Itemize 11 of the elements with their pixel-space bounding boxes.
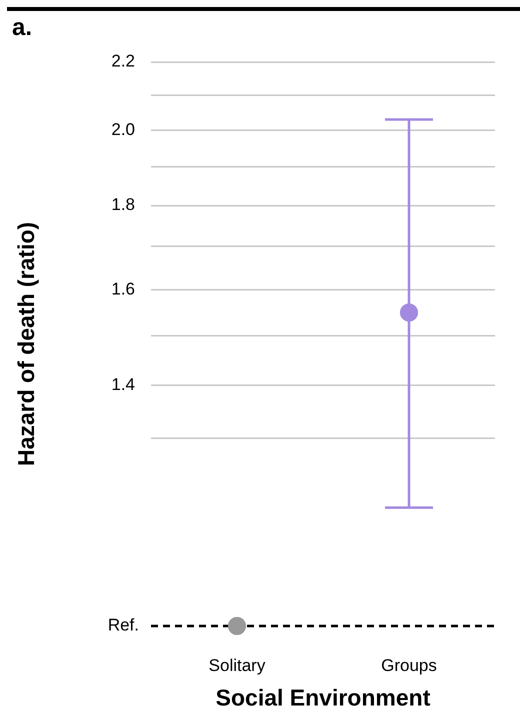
y-tick-label: 2.2 xyxy=(111,52,135,71)
x-tick-label: Solitary xyxy=(208,656,266,675)
x-tick-label: Groups xyxy=(381,656,437,675)
y-tick-label: 1.8 xyxy=(111,195,135,214)
y-axis-title: Hazard of death (ratio) xyxy=(13,222,40,466)
y-tick-label: 1.6 xyxy=(111,279,135,298)
ref-line-label: Ref. xyxy=(108,616,139,635)
y-tick-label: 1.4 xyxy=(111,375,135,394)
text: a. xyxy=(12,14,32,42)
x-axis-title: Social Environment xyxy=(216,684,431,711)
y-tick-label: 2.0 xyxy=(111,120,135,139)
